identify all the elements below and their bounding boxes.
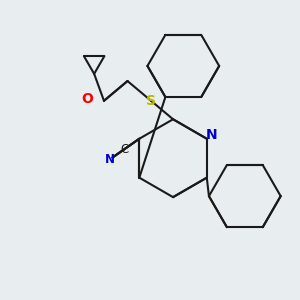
Text: N: N — [105, 152, 115, 166]
Text: C: C — [120, 142, 129, 156]
Text: S: S — [146, 94, 156, 108]
Text: N: N — [206, 128, 218, 142]
Text: O: O — [82, 92, 94, 106]
